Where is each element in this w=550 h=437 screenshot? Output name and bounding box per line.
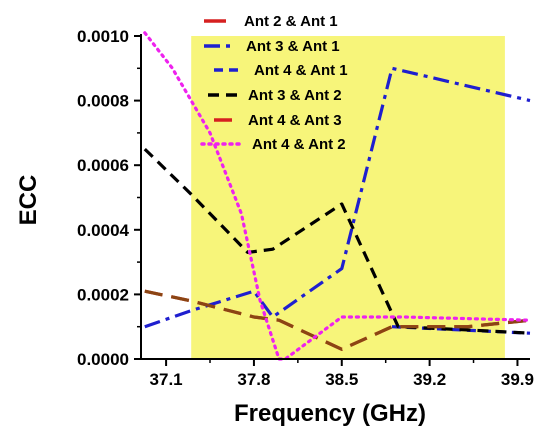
x-axis-title: Frequency (GHz) xyxy=(234,400,426,427)
legend-label-2: Ant 3 & Ant 1 xyxy=(246,38,340,55)
legend-label-1: Ant 2 & Ant 1 xyxy=(244,13,338,30)
axes-layer xyxy=(140,34,530,360)
y-tick-label: 0.0000 xyxy=(77,350,129,369)
y-tick-label: 0.0002 xyxy=(77,285,129,304)
y-tick-label: 0.0010 xyxy=(77,27,129,46)
x-tick-label: 38.5 xyxy=(325,370,358,389)
series-line-4 xyxy=(143,147,531,335)
legend-label-4: Ant 3 & Ant 2 xyxy=(248,87,342,104)
series-layer xyxy=(143,31,532,361)
x-tick-label: 39.9 xyxy=(501,370,534,389)
highlight-band-layer xyxy=(191,36,505,359)
y-tick-label: 0.0008 xyxy=(77,92,129,111)
series-line-5 xyxy=(144,289,531,351)
x-tick-label: 37.8 xyxy=(237,370,270,389)
y-tick-label: 0.0004 xyxy=(77,221,130,240)
series-line-6 xyxy=(143,31,532,361)
ticks-layer: 0.0000 0.0002 0.0004 0.0006 0.0008 0.0010 37.1… xyxy=(77,27,534,389)
y-axis-title: ECC xyxy=(15,175,42,226)
highlight-band xyxy=(191,36,505,359)
legend-label-6: Ant 4 & Ant 2 xyxy=(252,136,346,153)
legend: Ant 2 & Ant 1 Ant 3 & Ant 1 Ant 4 & Ant 1 A… xyxy=(200,13,348,153)
legend-label-5: Ant 4 & Ant 3 xyxy=(248,112,342,129)
x-tick-label: 39.2 xyxy=(413,370,446,389)
legend-label-3: Ant 4 & Ant 1 xyxy=(254,62,348,79)
y-tick-label: 0.0006 xyxy=(77,156,129,175)
x-tick-label: 37.1 xyxy=(150,370,183,389)
